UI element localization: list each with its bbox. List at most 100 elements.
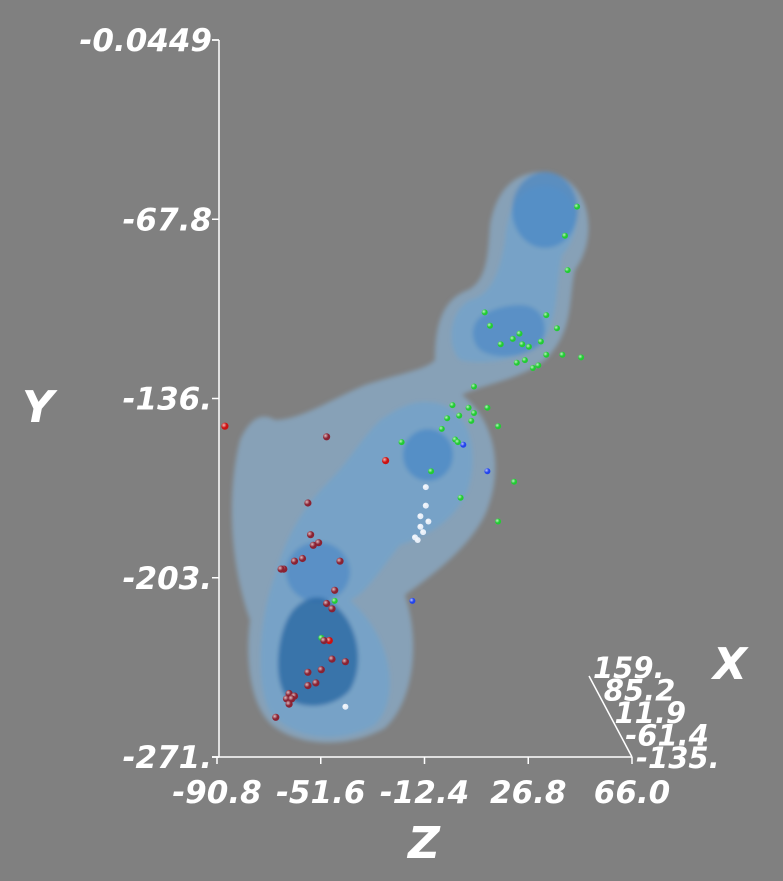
- data-point-highlight: [304, 668, 312, 676]
- y-axis-ticks: -0.0449 -67.8 -136. -203. -271.: [80, 23, 219, 776]
- isosurface-shell-4: [472, 305, 545, 357]
- z-tick-label: -90.8: [172, 775, 261, 811]
- data-point-highlight: [495, 423, 502, 430]
- data-point-highlight: [574, 203, 581, 210]
- data-point-highlight: [559, 351, 566, 358]
- isosurface-core-top: [512, 172, 578, 248]
- isosurface-core-middle: [403, 429, 453, 481]
- data-point-highlight: [529, 365, 536, 371]
- data-point-highlight: [428, 468, 435, 475]
- data-point-highlight: [285, 700, 293, 708]
- data-point-highlight: [484, 468, 491, 475]
- y-axis-title: Y: [22, 382, 58, 433]
- data-point-highlight: [521, 357, 528, 364]
- data-point-highlight: [444, 415, 451, 422]
- data-point-highlight: [290, 557, 299, 565]
- x-tick-label: 11.9: [615, 696, 687, 730]
- y-tick-label: -203.: [123, 561, 212, 597]
- data-point-highlight: [277, 565, 285, 573]
- data-point-highlight: [495, 518, 502, 525]
- x-tick-label: -61.4: [625, 719, 709, 753]
- data-point-highlight: [325, 637, 333, 645]
- x-tick-label: 159.: [593, 651, 665, 685]
- data-point-highlight: [562, 232, 568, 239]
- data-point-highlight: [484, 404, 491, 411]
- data-point-highlight: [221, 422, 229, 430]
- data-point-highlight: [309, 541, 317, 549]
- data-point-highlight: [487, 322, 493, 329]
- data-point-highlight: [578, 354, 585, 361]
- z-tick-label: -51.6: [276, 775, 365, 811]
- scatter-points: [221, 203, 585, 721]
- data-point-highlight: [420, 529, 427, 536]
- data-point-highlight: [497, 341, 504, 348]
- data-point-highlight: [304, 682, 312, 690]
- data-point-highlight: [468, 417, 475, 424]
- data-point-highlight: [317, 666, 325, 674]
- data-point-highlight: [422, 484, 429, 491]
- data-point-highlight: [535, 362, 542, 369]
- data-point-highlight: [481, 309, 488, 316]
- y-tick-label: -0.0449: [80, 23, 213, 59]
- data-point-highlight: [471, 410, 477, 416]
- data-point-highlight: [328, 655, 336, 663]
- data-point-highlight: [417, 513, 424, 520]
- data-point-highlight: [417, 523, 424, 530]
- x-tick-label: -135.: [636, 741, 720, 775]
- data-point-highlight: [460, 441, 467, 448]
- data-point-highlight: [425, 518, 432, 525]
- data-point-highlight: [298, 554, 307, 563]
- data-point-highlight: [537, 338, 544, 345]
- data-point-highlight: [414, 537, 421, 543]
- z-axis-title: Z: [406, 818, 441, 869]
- data-point-highlight: [331, 597, 338, 604]
- z-axis-ticks: -90.8 -51.6 -12.4 26.8 66.0: [172, 757, 670, 811]
- data-point-highlight: [449, 402, 456, 409]
- isosurface-core-bottom: [277, 597, 359, 706]
- data-point-highlight: [304, 499, 312, 507]
- data-point-highlight: [398, 439, 405, 446]
- data-point-highlight: [382, 457, 390, 465]
- data-point-highlight: [525, 343, 532, 350]
- z-tick-label: 26.8: [490, 775, 567, 811]
- data-point-highlight: [519, 341, 526, 348]
- x-axis-title: X: [710, 639, 749, 690]
- x-tick-label: 85.2: [604, 674, 676, 708]
- y-tick-label: -67.8: [123, 202, 212, 238]
- data-point-highlight: [336, 557, 344, 565]
- data-point-highlight: [320, 637, 328, 645]
- data-point-highlight: [511, 478, 518, 485]
- y-tick-label: -136.: [123, 382, 212, 418]
- data-point-highlight: [516, 330, 523, 337]
- data-point-highlight: [328, 605, 336, 613]
- data-point-highlight: [564, 267, 571, 274]
- data-point-highlight: [438, 425, 445, 432]
- data-point-highlight: [513, 359, 520, 366]
- data-point-highlight: [471, 383, 477, 390]
- x-axis-ticks: 159.85.211.9-61.4-135.: [593, 651, 720, 775]
- x-axis-line: [588, 675, 633, 758]
- z-tick-label: 66.0: [594, 775, 671, 811]
- data-point-highlight: [341, 658, 349, 666]
- z-tick-label: -12.4: [380, 775, 469, 811]
- isosurface-core-lower: [286, 542, 350, 602]
- data-point-highlight: [456, 412, 463, 419]
- data-point-highlight: [543, 312, 550, 319]
- data-point-highlight: [465, 404, 472, 411]
- data-point-highlight: [454, 439, 461, 446]
- data-point-highlight: [323, 433, 331, 441]
- data-point-highlight: [457, 494, 464, 501]
- data-point-highlight: [422, 502, 429, 509]
- data-point-highlight: [331, 586, 339, 594]
- data-point-highlight: [272, 713, 280, 721]
- data-point-highlight: [323, 599, 331, 608]
- data-point-highlight: [543, 351, 550, 358]
- data-point-highlight: [554, 325, 560, 332]
- data-point-highlight: [312, 679, 320, 687]
- data-point-highlight: [509, 335, 516, 342]
- y-tick-label: -271.: [123, 740, 212, 776]
- data-point-highlight: [288, 695, 296, 703]
- isosurface-volume: [231, 171, 589, 743]
- data-point-highlight: [409, 597, 416, 604]
